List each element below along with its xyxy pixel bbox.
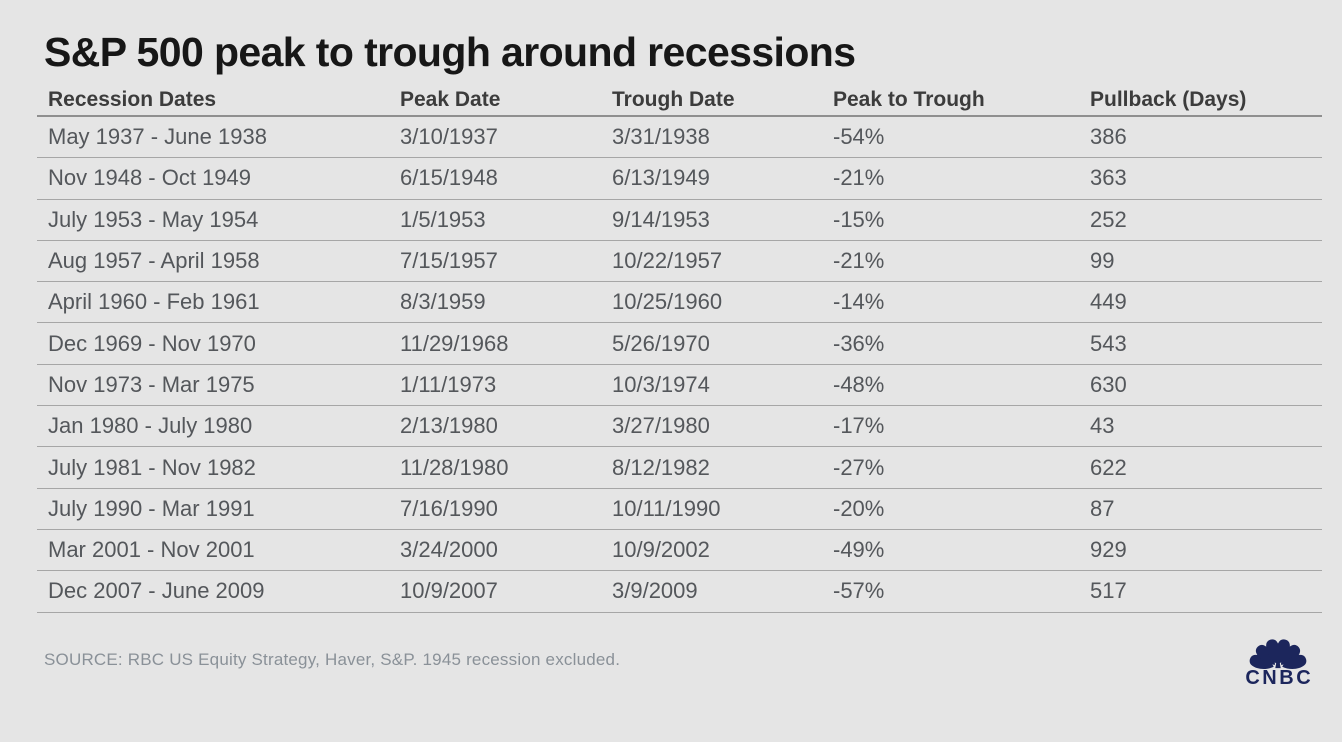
cell-peak-date: 7/15/1957 (400, 248, 498, 274)
cell-peak-to-trough: -27% (833, 454, 885, 480)
table-row: Aug 1957 - April 1958 7/15/1957 10/22/1957… (37, 241, 1322, 283)
cell-peak-to-trough: -49% (833, 537, 885, 563)
table-row: Dec 2007 - June 2009 10/9/2007 3/9/2009 -57… (37, 571, 1322, 613)
cell-peak-date: 3/24/2000 (400, 537, 498, 563)
table-row: May 1937 - June 1938 3/10/1937 3/31/1938 -5… (37, 117, 1322, 159)
cell-pullback-days: 622 (1090, 454, 1127, 480)
table-row: Dec 1969 - Nov 1970 11/29/1968 5/26/1970 -3… (37, 323, 1322, 365)
table-row: July 1981 - Nov 1982 11/28/1980 8/12/1982 -… (37, 447, 1322, 489)
cell-trough-date: 10/3/1974 (612, 371, 710, 397)
cell-trough-date: 10/22/1957 (612, 248, 723, 274)
cell-peak-date: 11/29/1968 (400, 330, 509, 356)
cell-peak-date: 1/5/1953 (400, 206, 486, 232)
cell-pullback-days: 386 (1090, 124, 1127, 150)
cell-recession-dates: May 1937 - June 1938 (48, 124, 267, 150)
table-row: July 1953 - May 1954 1/5/1953 9/14/1953 -15… (37, 200, 1322, 241)
cell-peak-to-trough: -36% (833, 330, 885, 356)
column-header-peak-to-trough: Peak to Trough (833, 87, 985, 111)
cell-recession-dates: Jan 1980 - July 1980 (48, 413, 253, 439)
cell-pullback-days: 543 (1090, 330, 1127, 356)
cnbc-peacock-icon (1249, 639, 1307, 669)
cell-trough-date: 6/13/1949 (612, 165, 710, 191)
column-header-recession-dates: Recession Dates (48, 87, 217, 111)
cell-peak-to-trough: -14% (833, 289, 885, 315)
cell-trough-date: 10/9/2002 (612, 537, 710, 563)
cell-trough-date: 3/9/2009 (612, 578, 698, 604)
table-row: Nov 1973 - Mar 1975 1/11/1973 10/3/1974 -48… (37, 365, 1322, 407)
source-note: SOURCE: RBC US Equity Strategy, Haver, S… (44, 650, 621, 669)
cell-peak-to-trough: -54% (833, 124, 885, 150)
cell-peak-to-trough: -20% (833, 495, 885, 521)
cell-trough-date: 3/31/1938 (612, 124, 710, 150)
cell-recession-dates: Mar 2001 - Nov 2001 (48, 537, 255, 563)
column-header-pullback-days: Pullback (Days) (1090, 87, 1247, 111)
cell-recession-dates: Nov 1973 - Mar 1975 (48, 371, 255, 397)
table-row: Nov 1948 - Oct 1949 6/15/1948 6/13/1949 -21… (37, 158, 1322, 200)
cell-peak-to-trough: -48% (833, 371, 885, 397)
cell-pullback-days: 99 (1090, 248, 1115, 274)
cell-peak-date: 8/3/1959 (400, 289, 486, 315)
cell-pullback-days: 252 (1090, 206, 1127, 232)
cell-trough-date: 8/12/1982 (612, 454, 710, 480)
cell-recession-dates: Dec 2007 - June 2009 (48, 578, 265, 604)
cell-pullback-days: 449 (1090, 289, 1127, 315)
cell-peak-date: 2/13/1980 (400, 413, 498, 439)
table-row: Mar 2001 - Nov 2001 3/24/2000 10/9/2002 -49… (37, 530, 1322, 572)
table-header-row: Recession Dates Peak Date Trough Date Pe… (37, 84, 1322, 117)
cell-peak-to-trough: -17% (833, 413, 885, 439)
cnbc-logo: CNBC (1230, 623, 1326, 690)
cell-peak-date: 6/15/1948 (400, 165, 498, 191)
cell-recession-dates: April 1960 - Feb 1961 (48, 289, 260, 315)
page-title: S&P 500 peak to trough around recessions (44, 29, 856, 76)
cell-pullback-days: 43 (1090, 413, 1115, 439)
table-body: May 1937 - June 1938 3/10/1937 3/31/1938 -5… (37, 117, 1322, 613)
table-row: Jan 1980 - July 1980 2/13/1980 3/27/1980 -1… (37, 406, 1322, 448)
cell-pullback-days: 517 (1090, 578, 1127, 604)
cell-pullback-days: 363 (1090, 165, 1127, 191)
cell-recession-dates: Dec 1969 - Nov 1970 (48, 330, 256, 356)
recessions-table: Recession Dates Peak Date Trough Date Pe… (37, 84, 1322, 613)
cell-peak-to-trough: -21% (833, 165, 885, 191)
column-header-peak-date: Peak Date (400, 87, 501, 111)
cell-trough-date: 3/27/1980 (612, 413, 710, 439)
cell-peak-date: 10/9/2007 (400, 578, 498, 604)
cell-peak-date: 11/28/1980 (400, 454, 509, 480)
cell-peak-date: 3/10/1937 (400, 124, 498, 150)
table-row: April 1960 - Feb 1961 8/3/1959 10/25/1960 -… (37, 282, 1322, 324)
cell-trough-date: 5/26/1970 (612, 330, 710, 356)
cell-trough-date: 10/11/1990 (612, 495, 721, 521)
cell-pullback-days: 87 (1090, 495, 1115, 521)
cell-peak-date: 7/16/1990 (400, 495, 498, 521)
cell-pullback-days: 929 (1090, 537, 1127, 563)
cell-pullback-days: 630 (1090, 371, 1127, 397)
cell-peak-to-trough: -21% (833, 248, 885, 274)
cell-peak-to-trough: -57% (833, 578, 885, 604)
cell-recession-dates: Aug 1957 - April 1958 (48, 248, 260, 274)
column-header-trough-date: Trough Date (612, 87, 735, 111)
cell-peak-to-trough: -15% (833, 206, 885, 232)
cell-recession-dates: July 1953 - May 1954 (48, 206, 259, 232)
cell-recession-dates: Nov 1948 - Oct 1949 (48, 165, 252, 191)
cell-peak-date: 1/11/1973 (400, 371, 497, 397)
cnbc-wordmark: CNBC (1245, 667, 1314, 689)
table-row: July 1990 - Mar 1991 7/16/1990 10/11/1990 -… (37, 489, 1322, 530)
cell-recession-dates: July 1990 - Mar 1991 (48, 495, 255, 521)
cell-trough-date: 10/25/1960 (612, 289, 723, 315)
cell-trough-date: 9/14/1953 (612, 206, 710, 232)
cell-recession-dates: July 1981 - Nov 1982 (48, 454, 256, 480)
